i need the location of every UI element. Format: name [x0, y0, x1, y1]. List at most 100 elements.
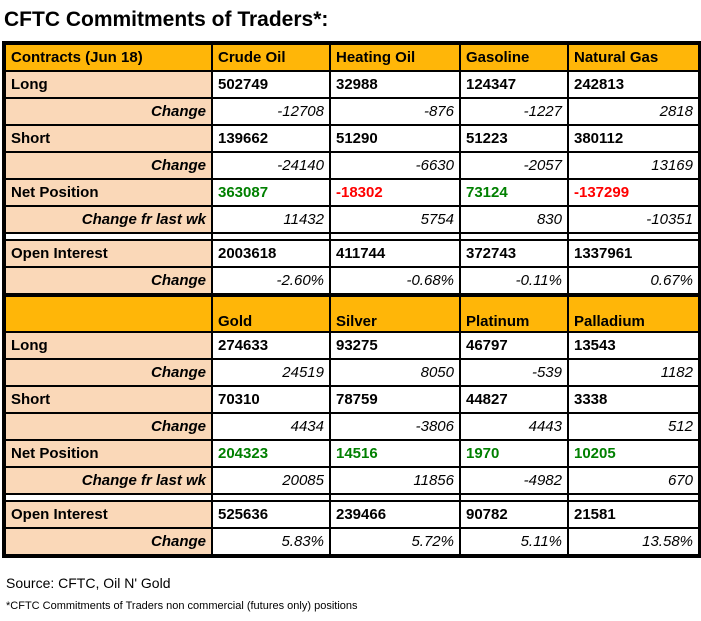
table-cell: [567, 493, 701, 502]
table-cell: 44827: [459, 385, 569, 414]
page-title: CFTC Commitments of Traders*:: [4, 8, 329, 31]
row-energy-net-position: Net Position 363087 -18302 73124 -137299: [3, 178, 701, 207]
table-cell: 1970: [459, 439, 569, 468]
footnote-text: *CFTC Commitments of Traders non commerc…: [6, 600, 358, 612]
table-cell: 502749: [211, 70, 331, 99]
row-metals-net-position: Net Position 204323 14516 1970 10205: [3, 439, 701, 468]
table-cell: Natural Gas: [567, 42, 701, 72]
table-cell: 90782: [459, 500, 569, 529]
row-energy-short: Short 139662 51290 51223 380112: [3, 124, 701, 153]
table-cell: -12708: [211, 97, 331, 126]
table-cell: -10351: [567, 205, 701, 234]
table-cell: 73124: [459, 178, 569, 207]
table-cell: 8050: [329, 358, 461, 387]
row-energy-change: Change -2.60% -0.68% -0.11% 0.67%: [3, 266, 701, 296]
table-cell: -1227: [459, 97, 569, 126]
table-cell: 5.11%: [459, 527, 569, 557]
table-cell: -539: [459, 358, 569, 387]
table-cell: Heating Oil: [329, 42, 461, 72]
row-metals-change: Change 24519 8050 -539 1182: [3, 358, 701, 387]
table-cell: Crude Oil: [211, 42, 331, 72]
row-metals-open-interest: Open Interest 525636 239466 90782 21581: [3, 500, 701, 529]
table-cell: -2.60%: [211, 266, 331, 296]
table-cell: [211, 493, 331, 502]
row-metals-long: Long 274633 93275 46797 13543: [3, 331, 701, 360]
table-cell: 3338: [567, 385, 701, 414]
table-cell: 14516: [329, 439, 461, 468]
table-cell: 10205: [567, 439, 701, 468]
row-label: Contracts (Jun 18): [3, 42, 213, 72]
table-cell: -876: [329, 97, 461, 126]
table-cell: Gasoline: [459, 42, 569, 72]
row-label: Change: [3, 358, 213, 387]
table-cell: -4982: [459, 466, 569, 495]
row-label: Change: [3, 151, 213, 180]
table-cell: -24140: [211, 151, 331, 180]
row-label: Net Position: [3, 439, 213, 468]
table-cell: -0.68%: [329, 266, 461, 296]
row-energy-empty: [3, 232, 701, 241]
table-cell: 5754: [329, 205, 461, 234]
table-cell: [329, 493, 461, 502]
row-metals-change: Change 5.83% 5.72% 5.11% 13.58%: [3, 527, 701, 557]
table-cell: 670: [567, 466, 701, 495]
table-cell: 363087: [211, 178, 331, 207]
table-cell: [567, 232, 701, 241]
table-cell: 11432: [211, 205, 331, 234]
table-cell: 380112: [567, 124, 701, 153]
table-cell: 1182: [567, 358, 701, 387]
row-energy-change: Change -12708 -876 -1227 2818: [3, 97, 701, 126]
table-cell: 5.72%: [329, 527, 461, 557]
row-energy-open-interest: Open Interest 2003618 411744 372743 1337961: [3, 239, 701, 268]
row-label: Change fr last wk: [3, 466, 213, 495]
row-energy-long: Long 502749 32988 124347 242813: [3, 70, 701, 99]
table-cell: 830: [459, 205, 569, 234]
row-label: [3, 232, 213, 241]
table-cell: 274633: [211, 331, 331, 360]
table-cell: 13169: [567, 151, 701, 180]
table-cell: 51290: [329, 124, 461, 153]
table-cell: 512: [567, 412, 701, 441]
row-label: Long: [3, 331, 213, 360]
table-cell: [211, 232, 331, 241]
table-cell: 78759: [329, 385, 461, 414]
row-label: Change: [3, 266, 213, 296]
header-metals-empty: Gold Silver Platinum Palladium: [3, 293, 701, 333]
table-cell: 20085: [211, 466, 331, 495]
table-cell: 525636: [211, 500, 331, 529]
table-cell: 21581: [567, 500, 701, 529]
table-cell: 2003618: [211, 239, 331, 268]
row-metals-short: Short 70310 78759 44827 3338: [3, 385, 701, 414]
table-cell: 13543: [567, 331, 701, 360]
table-cell: 239466: [329, 500, 461, 529]
table-cell: 139662: [211, 124, 331, 153]
table-cell: 32988: [329, 70, 461, 99]
table-cell: -3806: [329, 412, 461, 441]
table-cell: 4443: [459, 412, 569, 441]
table-cell: Silver: [329, 293, 461, 333]
table-cell: 51223: [459, 124, 569, 153]
table-cell: -2057: [459, 151, 569, 180]
row-metals-change: Change 4434 -3806 4443 512: [3, 412, 701, 441]
row-label: Short: [3, 385, 213, 414]
row-label: [3, 493, 213, 502]
row-label: Change: [3, 412, 213, 441]
header-energy-contracts-jun-18: Contracts (Jun 18) Crude Oil Heating Oil Ga…: [3, 42, 701, 72]
table-cell: 242813: [567, 70, 701, 99]
table-cell: 46797: [459, 331, 569, 360]
row-label: Change fr last wk: [3, 205, 213, 234]
source-text: Source: CFTC, Oil N' Gold: [6, 575, 171, 591]
table-cell: [459, 493, 569, 502]
table-cell: Gold: [211, 293, 331, 333]
row-label: Net Position: [3, 178, 213, 207]
table-cell: Platinum: [459, 293, 569, 333]
table-cell: 372743: [459, 239, 569, 268]
row-label: Open Interest: [3, 239, 213, 268]
row-label: Change: [3, 97, 213, 126]
table-cell: 13.58%: [567, 527, 701, 557]
table-cell: 411744: [329, 239, 461, 268]
table-cell: 1337961: [567, 239, 701, 268]
table-cell: -137299: [567, 178, 701, 207]
table-cell: [329, 232, 461, 241]
cot-table: Contracts (Jun 18) Crude Oil Heating Oil Ga…: [2, 41, 701, 558]
